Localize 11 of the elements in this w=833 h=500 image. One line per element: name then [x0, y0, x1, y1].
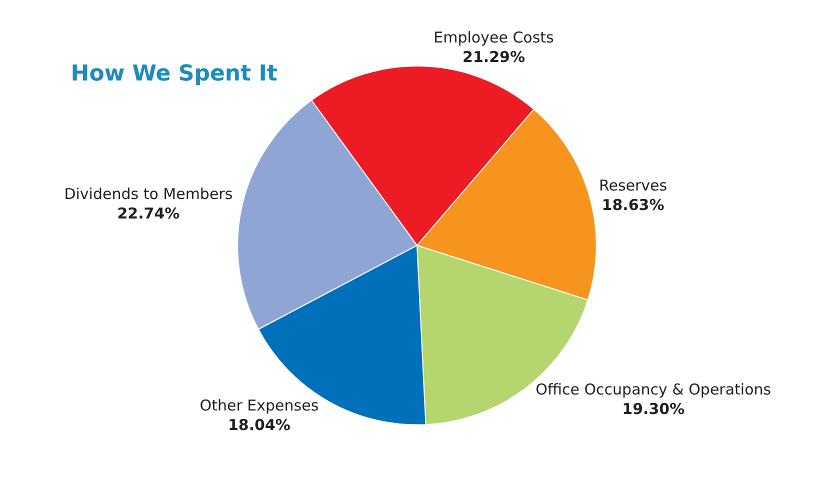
slice-label: Dividends to Members: [64, 185, 233, 204]
data-label: 18.04%: [228, 416, 290, 434]
slice-label: Other Expenses: [200, 396, 319, 415]
slice-label: Employee Costs: [434, 28, 554, 47]
data-label: 21.29%: [462, 48, 525, 66]
data-label: 22.74%: [117, 204, 180, 223]
slice-label: Reserves: [598, 176, 668, 194]
data-label: 18.63%: [602, 196, 664, 214]
slice-label: Office Occupancy & Operations: [536, 380, 772, 399]
text: How We Spent It: [70, 61, 278, 86]
data-label: 19.30%: [622, 400, 685, 418]
